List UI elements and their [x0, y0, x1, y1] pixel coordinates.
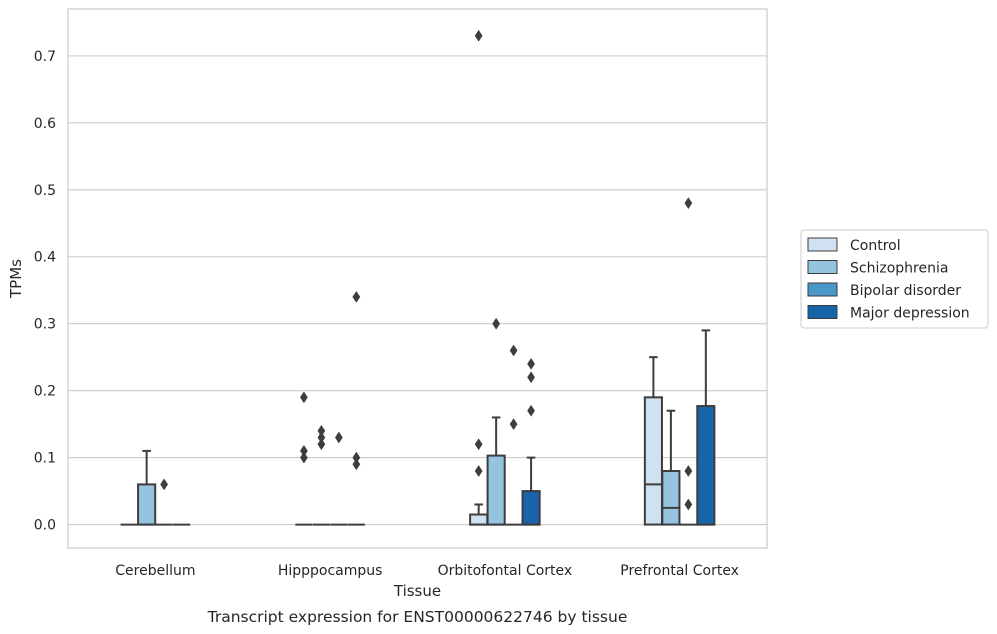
legend-label: Bipolar disorder — [850, 283, 961, 299]
y-tick-label: 0.4 — [34, 250, 56, 266]
box-bipolar-disorder — [679, 197, 697, 526]
box-major-depression — [347, 290, 365, 526]
box-control — [469, 29, 489, 526]
legend-label: Control — [850, 238, 901, 254]
outlier-point — [684, 197, 693, 210]
outlier-point — [527, 357, 535, 370]
x-tick-labels: Cerebellum Hipppocampus Orbitofontal Corte… — [115, 563, 739, 579]
outlier-point — [300, 444, 308, 457]
legend-swatch — [807, 305, 838, 319]
box-bipolar-disorder — [155, 478, 173, 526]
y-axis-label: TPMs — [7, 259, 25, 299]
y-tick-labels: 0.0 0.1 0.2 0.3 0.4 0.5 0.6 0.7 — [34, 49, 56, 534]
outlier-point — [317, 431, 326, 444]
box-body — [137, 483, 157, 526]
y-tick-label: 0.2 — [34, 384, 56, 400]
y-tick-label: 0.1 — [34, 451, 56, 467]
outlier-point — [474, 465, 483, 477]
outlier-point — [527, 371, 535, 384]
box-control — [295, 391, 313, 526]
legend-swatch — [807, 282, 838, 297]
outlier-point — [160, 478, 169, 491]
box-schizophrenia — [312, 424, 330, 526]
box-body — [661, 470, 681, 526]
x-tick-label: Cerebellum — [115, 563, 195, 579]
legend-swatch — [807, 237, 838, 252]
chart-caption: Transcript expression for ENST0000062274… — [207, 608, 628, 626]
outlier-point — [509, 418, 518, 431]
plot-frame — [67, 8, 768, 549]
x-tick-label: Orbitofontal Cortex — [438, 563, 573, 579]
y-tick-label: 0.7 — [34, 49, 56, 65]
box-body — [696, 405, 716, 526]
y-tick-label: 0.3 — [34, 317, 56, 333]
outlier-point — [474, 438, 483, 451]
outlier-point — [684, 498, 693, 511]
legend-swatch — [807, 260, 838, 274]
box-schizophrenia — [486, 317, 506, 526]
y-tick-label: 0.0 — [34, 518, 56, 534]
outlier-point — [492, 317, 501, 330]
outlier-point — [334, 431, 343, 444]
box-body — [521, 490, 541, 526]
outlier-point — [317, 438, 326, 451]
box-schizophrenia — [661, 409, 681, 526]
outlier-point — [684, 465, 693, 477]
box-body — [469, 513, 489, 526]
box-body — [643, 396, 663, 526]
y-tick-label: 0.6 — [34, 116, 56, 132]
box-bipolar-disorder — [505, 344, 523, 526]
x-tick-label: Hipppocampus — [278, 563, 383, 579]
outlier-point — [352, 458, 361, 471]
box-bipolar-disorder — [330, 431, 348, 526]
outlier-point — [352, 451, 361, 464]
box-major-depression — [521, 357, 541, 526]
outlier-point — [509, 344, 518, 357]
box-control — [643, 356, 663, 526]
legend: Control Schizophrenia Bipolar disorder Majo… — [800, 229, 989, 329]
x-axis-label: Tissue — [393, 582, 441, 600]
outlier-point — [300, 391, 308, 404]
outlier-point — [352, 290, 361, 303]
outlier-point — [527, 404, 535, 417]
outlier-point — [300, 451, 308, 464]
y-tick-label: 0.5 — [34, 183, 56, 199]
x-tick-label: Prefrontal Cortex — [620, 563, 739, 579]
box-major-depression — [696, 329, 716, 526]
legend-label: Major depression — [850, 306, 970, 322]
box-plot-marks — [120, 29, 716, 526]
legend-label: Schizophrenia — [850, 261, 948, 277]
box-body — [486, 454, 506, 526]
outlier-point — [317, 424, 326, 437]
box-schizophrenia — [137, 449, 157, 526]
legend-frame — [800, 229, 989, 329]
outlier-point — [474, 29, 483, 42]
